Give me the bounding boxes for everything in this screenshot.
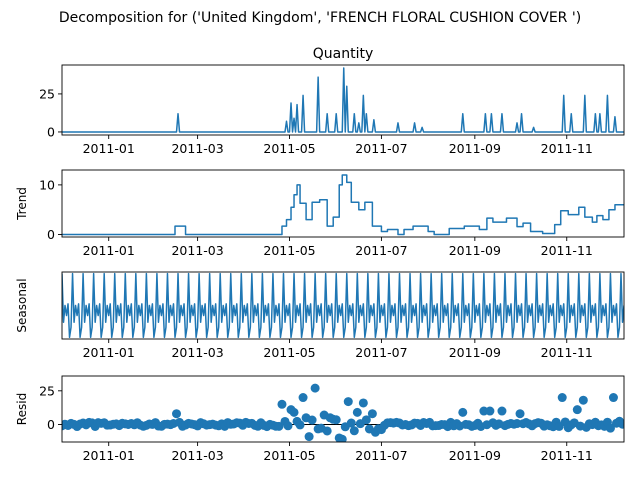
resid-point [608, 393, 618, 403]
panel-trend: 2011-01 2011-03 2011-05 2011-07 2011-09 2011-… [15, 169, 625, 258]
resid-point [277, 399, 287, 409]
seasonal-series-line [62, 272, 624, 339]
y-tick-label: 25 [39, 383, 55, 398]
y-tick-label: 0 [47, 124, 55, 139]
trend-series-line [62, 174, 624, 236]
y-axis-label-seasonal: Seasonal [15, 278, 29, 332]
x-tick-label: 2011-11 [541, 448, 593, 463]
x-tick-label: 2011-07 [355, 243, 407, 258]
resid-point [497, 406, 507, 416]
x-tick-label: 2011-11 [541, 243, 593, 258]
panel-title-observed: Quantity [313, 46, 374, 62]
resid-point [274, 421, 284, 431]
x-tick-label: 2011-09 [449, 243, 501, 258]
panel-observed: 2011-01 2011-03 2011-05 2011-07 2011-09 2011-… [39, 46, 625, 156]
x-tick-label: 2011-09 [449, 345, 501, 360]
panel-frame-resid [61, 375, 625, 443]
x-tick-label: 2011-09 [449, 448, 501, 463]
resid-point [361, 415, 371, 425]
panel-seasonal: 2011-01 2011-03 2011-05 2011-07 2011-09 2011-… [15, 271, 625, 360]
y-axis-label-trend: Trend [15, 187, 29, 221]
resid-point [322, 426, 332, 436]
x-tick-label: 2011-01 [83, 448, 135, 463]
x-tick-label: 2011-05 [263, 141, 315, 156]
y-tick-label: 10 [39, 177, 55, 192]
plot-area-resid [62, 383, 624, 442]
x-tick-label: 2011-05 [263, 243, 315, 258]
y-axis-label-resid: Resid [15, 393, 29, 425]
x-tick-label: 2011-03 [171, 141, 223, 156]
observed-series-line [62, 67, 624, 133]
resid-point [310, 383, 320, 393]
resid-point [172, 409, 182, 419]
resid-point [289, 407, 299, 417]
resid-point [349, 426, 359, 436]
x-tick-label: 2011-03 [171, 345, 223, 360]
x-tick-label: 2011-05 [263, 448, 315, 463]
resid-point [346, 418, 356, 428]
resid-point [337, 434, 347, 442]
x-tick-label: 2011-01 [83, 141, 135, 156]
x-tick-label: 2011-11 [541, 345, 593, 360]
resid-point [557, 393, 567, 403]
panels-group: 2011-01 2011-03 2011-05 2011-07 2011-09 2011-… [15, 46, 625, 463]
resid-point [515, 409, 525, 419]
x-tick-label: 2011-05 [263, 345, 315, 360]
resid-point [295, 420, 305, 430]
plot-area-trend [62, 174, 624, 236]
x-tick-label: 2011-09 [449, 141, 501, 156]
x-tick-label: 2011-03 [171, 448, 223, 463]
x-tick-label: 2011-03 [171, 243, 223, 258]
x-tick-label: 2011-11 [541, 141, 593, 156]
resid-point [304, 432, 314, 442]
resid-point [458, 407, 468, 417]
panel-resid: 2011-01 2011-03 2011-05 2011-07 2011-09 2011-… [15, 375, 625, 463]
x-tick-label: 2011-07 [355, 141, 407, 156]
resid-point [298, 393, 308, 403]
x-tick-label: 2011-01 [83, 345, 135, 360]
x-tick-label: 2011-07 [355, 345, 407, 360]
resid-point [485, 406, 495, 416]
resid-point [352, 407, 362, 417]
resid-point [367, 409, 377, 419]
panel-frame-observed [61, 64, 625, 136]
y-tick-label: 0 [47, 417, 55, 432]
resid-point [578, 395, 588, 405]
resid-point [572, 405, 582, 415]
resid-point [283, 421, 293, 431]
resid-point [331, 415, 341, 425]
x-tick-label: 2011-07 [355, 448, 407, 463]
resid-point [617, 419, 624, 429]
y-tick-label: 0 [47, 227, 55, 242]
x-tick-label: 2011-01 [83, 243, 135, 258]
plot-area-observed [62, 67, 624, 133]
panel-frame-trend [61, 169, 625, 238]
resid-point [343, 397, 353, 407]
chart-suptitle: Decomposition for ('United Kingdom', 'FR… [59, 10, 581, 26]
resid-point [358, 398, 368, 408]
resid-point [605, 423, 615, 433]
plot-area-seasonal [62, 272, 624, 339]
y-tick-label: 25 [39, 86, 55, 101]
resid-point [307, 415, 317, 425]
panel-frame-seasonal [61, 271, 625, 340]
